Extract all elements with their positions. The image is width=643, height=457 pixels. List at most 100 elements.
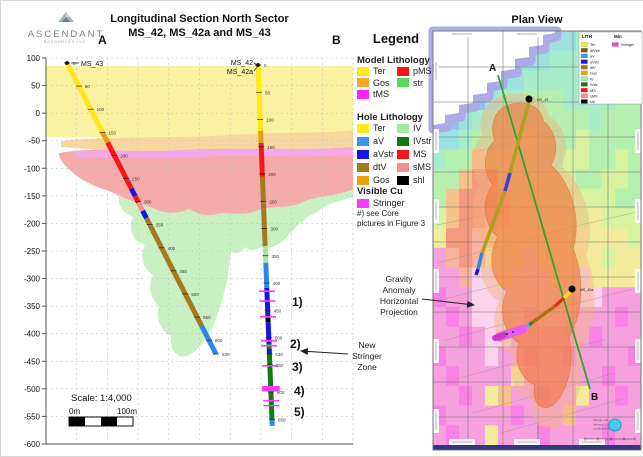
scale-100m-label: 100m (117, 407, 137, 416)
depth-marker-label: 100 (266, 118, 274, 123)
legend-visible-cu-heading: Visible Cu (357, 186, 403, 197)
y-tick-label: -400 (24, 330, 41, 339)
numbered-note: 1) (292, 295, 303, 309)
legend-model-heading: Model Lithology (357, 55, 430, 66)
depth-marker-label: 650 (278, 417, 286, 422)
legend-stringer-row: Stringer (357, 198, 405, 208)
hole-label-ms42: MS_42 (231, 60, 253, 67)
plan-legend-lith-label: Ter (590, 43, 596, 47)
depth-marker-label: 150 (108, 130, 116, 135)
depth-marker-label: 350 (272, 254, 280, 259)
legend-footnote-line2: pictures in Figure 3 (357, 219, 425, 228)
depth-marker-label: 300 (270, 227, 278, 232)
depth-marker-label: 400 (168, 246, 176, 251)
legend-swatch-IV (397, 124, 409, 133)
legend-hole-row: aVstr (357, 149, 394, 159)
legend-model-row: tMS (357, 89, 389, 99)
plan-collar-label: MS_42a (580, 288, 593, 292)
depth-marker-label: 450 (179, 269, 187, 274)
gravity-anomaly-note: Horizontal (380, 296, 418, 306)
legend-swatch-Ter (357, 67, 369, 76)
legend-label: Ter (373, 123, 386, 133)
legend-hole-row: IV (397, 123, 422, 133)
scale-text: Scale: 1:4,000 (71, 393, 132, 404)
y-tick-label: 50 (31, 82, 40, 91)
plan-legend-lith-label: IVstr (590, 83, 599, 87)
depth-marker-label: 500 (191, 292, 199, 297)
legend-swatch-Gos (357, 176, 369, 185)
legend-swatch-tMS (357, 90, 369, 99)
plan-legend-lith-label: sMS (590, 95, 598, 99)
plan-legend-lith-label: aV (590, 55, 595, 59)
legend-swatch-str (397, 78, 409, 87)
gravity-anomaly-note: Gravity (386, 274, 414, 284)
numbered-note: 5) (294, 405, 305, 419)
compass-logo-circle (609, 419, 621, 431)
y-tick-label: -150 (24, 192, 41, 201)
section-plot: 100500-50-100-150-200-250-300-350-400-45… (24, 54, 353, 449)
plan-collar-dot (569, 286, 576, 293)
depth-marker-label: 250 (269, 199, 277, 204)
scale-zero-label: 0m (69, 407, 80, 416)
legend-hole-heading: Hole Lithology (357, 112, 423, 123)
y-tick-label: -300 (24, 275, 41, 284)
legend-label: dtV (373, 162, 387, 172)
legend-swatch-dtV (357, 163, 369, 172)
depth-marker-label: 0 (73, 61, 76, 66)
y-tick-label: -350 (24, 302, 41, 311)
new-stringer-zone-note: Zone (357, 362, 377, 372)
legend-hole-row: IVstr (397, 136, 432, 146)
hole-label-ms42a: MS_42a (227, 69, 253, 76)
plan-legend-lith-label: dtVstr (590, 49, 601, 53)
legend-label: sMS (413, 162, 431, 172)
plan-legend-lith-label: dtV (590, 66, 596, 70)
y-tick-label: -500 (24, 385, 41, 394)
legend-swatch-MS (397, 150, 409, 159)
y-tick-label: 0 (36, 109, 41, 118)
legend-hole-row: Ter (357, 123, 386, 133)
legend-title: Legend (357, 31, 435, 46)
depth-marker-label: 350 (156, 223, 164, 228)
legend-label: Stringer (373, 198, 405, 208)
legend-model-row: str (397, 78, 423, 88)
legend-hole-row: Gos (357, 175, 390, 185)
plan-legend-lith-label: MS (590, 89, 596, 93)
legend-model-row: pMS (397, 66, 432, 76)
plan-legend-lith-label: shl (590, 100, 595, 104)
legend-label: Gos (373, 78, 390, 88)
numbered-annotations: 1)2)3)4)5) (290, 295, 305, 419)
depth-marker-label: 600 (215, 338, 223, 343)
depth-marker-label: 530 (275, 352, 283, 357)
legend-swatch-aV (357, 137, 369, 146)
plan-collar-label: MS_43 (537, 98, 548, 102)
legend-label: MS (413, 149, 427, 159)
y-tick-label: -600 (24, 440, 41, 449)
plan-label-a: A (489, 63, 496, 74)
legend-hole-row: MS (397, 149, 427, 159)
legend-label: IV (413, 123, 422, 133)
legend-hole-row: shl (397, 175, 425, 185)
stringer-thick-band (262, 386, 280, 391)
y-tick-label: -200 (24, 219, 41, 228)
depth-marker-label: 200 (120, 153, 128, 158)
plan-bottom-strip (433, 445, 641, 450)
depth-marker-label: 50 (265, 90, 271, 95)
legend-label: tMS (373, 89, 389, 99)
numbered-note: 2) (290, 337, 301, 351)
legend-label: Ter (373, 66, 386, 76)
hole-label-ms43: MS_43 (81, 61, 103, 68)
y-tick-label: 100 (27, 54, 41, 63)
y-tick-label: -450 (24, 357, 41, 366)
depth-marker-label: 300 (144, 200, 152, 205)
legend-label: aV (373, 136, 384, 146)
new-stringer-zone-note: Stringer (352, 351, 382, 361)
y-tick-label: -100 (24, 164, 41, 173)
numbered-note: 3) (292, 360, 303, 374)
legend-swatch-Ter (357, 124, 369, 133)
legend-label: Gos (373, 175, 390, 185)
legend-swatch-IVstr (397, 137, 409, 146)
